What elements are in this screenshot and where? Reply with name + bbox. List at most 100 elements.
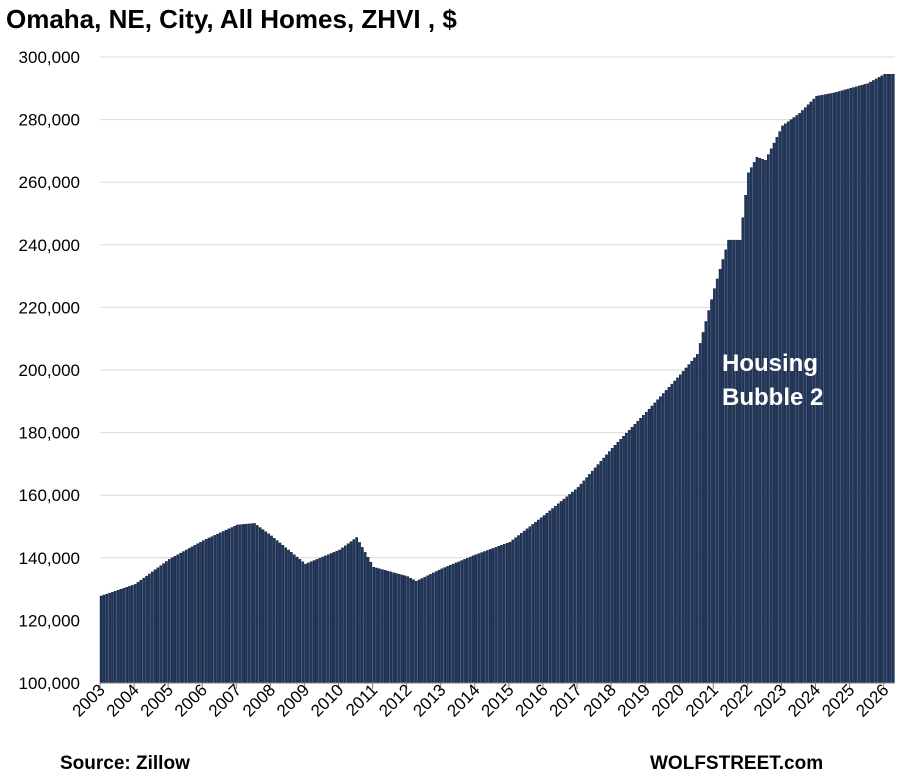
x-tick-label: 2020 bbox=[648, 680, 688, 720]
bar bbox=[156, 567, 160, 684]
bar bbox=[502, 544, 506, 684]
bar bbox=[290, 552, 293, 684]
chart-title: Omaha, NE, City, All Homes, ZHVI , $ bbox=[6, 4, 457, 34]
y-tick-label: 160,000 bbox=[19, 486, 80, 505]
bar bbox=[636, 421, 640, 684]
bar bbox=[230, 527, 234, 684]
y-tick-label: 100,000 bbox=[19, 674, 80, 693]
bar bbox=[431, 572, 435, 684]
bar bbox=[176, 554, 180, 684]
x-tick-label: 2013 bbox=[409, 680, 449, 720]
bar bbox=[846, 88, 850, 684]
bar bbox=[406, 576, 410, 684]
y-tick-label: 280,000 bbox=[19, 111, 80, 130]
bar bbox=[633, 424, 637, 684]
bar bbox=[772, 142, 776, 684]
bar bbox=[210, 536, 214, 684]
bar bbox=[403, 575, 407, 684]
bar bbox=[443, 567, 446, 684]
bar bbox=[184, 549, 188, 684]
bar bbox=[531, 524, 535, 684]
bar bbox=[889, 74, 892, 684]
bar bbox=[165, 561, 168, 684]
bar bbox=[556, 503, 560, 684]
bar bbox=[659, 396, 662, 684]
bar bbox=[696, 354, 699, 684]
bar bbox=[605, 454, 608, 684]
bar bbox=[872, 80, 875, 684]
bar bbox=[236, 524, 239, 684]
bar bbox=[281, 545, 285, 684]
bar bbox=[170, 557, 174, 684]
bar bbox=[162, 563, 165, 684]
bar bbox=[852, 87, 855, 684]
bar bbox=[284, 547, 287, 684]
bar bbox=[417, 579, 421, 684]
bar bbox=[400, 574, 404, 684]
bar bbox=[644, 412, 648, 684]
bars bbox=[99, 74, 895, 684]
bar bbox=[721, 259, 725, 684]
bar bbox=[693, 357, 696, 684]
bar bbox=[537, 519, 540, 684]
bar bbox=[363, 552, 367, 684]
bar bbox=[466, 557, 469, 684]
bar bbox=[247, 523, 251, 684]
bar bbox=[150, 571, 154, 684]
bar bbox=[250, 523, 253, 684]
bar bbox=[832, 92, 835, 684]
bar bbox=[514, 537, 517, 684]
bar bbox=[429, 574, 432, 684]
bar bbox=[593, 467, 597, 684]
bar bbox=[324, 555, 327, 684]
bar bbox=[278, 542, 282, 684]
bar bbox=[684, 367, 688, 684]
y-tick-label: 120,000 bbox=[19, 611, 80, 630]
bar bbox=[372, 566, 376, 684]
bar bbox=[142, 577, 146, 684]
bar bbox=[738, 239, 742, 684]
bar bbox=[389, 571, 393, 684]
bar bbox=[349, 541, 353, 684]
bar bbox=[272, 538, 276, 684]
bar bbox=[639, 418, 642, 684]
bar bbox=[679, 374, 682, 684]
bar bbox=[275, 540, 279, 684]
bar bbox=[667, 387, 671, 684]
y-tick-labels: 100,000 120,000 140,000 160,000 180,000 200,0… bbox=[19, 48, 80, 693]
bar bbox=[414, 581, 418, 684]
bar bbox=[338, 549, 341, 684]
bar bbox=[301, 561, 305, 684]
bar bbox=[769, 148, 773, 684]
bar bbox=[647, 408, 651, 684]
bar bbox=[582, 480, 586, 684]
bar bbox=[131, 585, 134, 684]
bar bbox=[332, 552, 336, 684]
bar bbox=[204, 539, 208, 684]
bar bbox=[116, 589, 120, 684]
x-tick-label: 2017 bbox=[546, 680, 586, 720]
y-tick-label: 220,000 bbox=[19, 298, 80, 317]
bar bbox=[315, 559, 319, 684]
x-tick-label: 2008 bbox=[239, 680, 279, 720]
bar bbox=[704, 321, 708, 684]
bar bbox=[835, 92, 838, 684]
bar bbox=[571, 491, 574, 684]
bar bbox=[642, 415, 645, 684]
annotation-line-2: Bubble 2 bbox=[722, 384, 823, 411]
bar bbox=[664, 390, 668, 684]
bar bbox=[522, 530, 526, 684]
x-tick-labels: 2003200420052006200720082009201020112012… bbox=[69, 680, 893, 720]
bar bbox=[480, 552, 483, 684]
bar bbox=[395, 573, 398, 684]
bar bbox=[454, 562, 458, 684]
bar bbox=[585, 477, 588, 684]
bar bbox=[139, 580, 143, 684]
x-tick-label: 2025 bbox=[818, 680, 858, 720]
bar bbox=[508, 541, 512, 684]
bar bbox=[119, 589, 123, 684]
bar bbox=[343, 545, 347, 684]
bar bbox=[562, 498, 566, 684]
bar bbox=[576, 487, 580, 684]
bar bbox=[227, 528, 231, 684]
